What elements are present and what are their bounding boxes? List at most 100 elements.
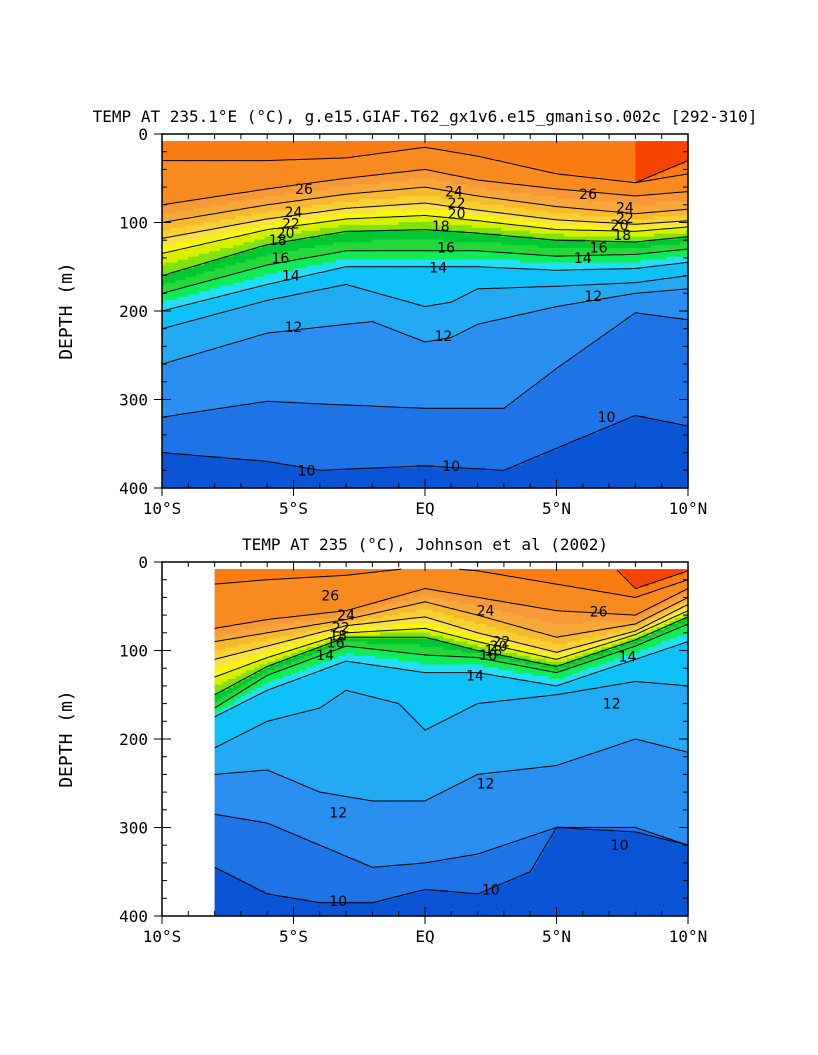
fill-cell [162,404,166,408]
fill-cell [188,239,192,243]
fill-cell [196,196,200,200]
fill-cell [188,389,192,394]
fill-cell [183,242,187,246]
fill-cell [169,222,174,226]
fill-cell [167,323,171,327]
fill-cell [162,447,166,452]
fill-cell [169,248,174,252]
fill-cell [180,265,184,269]
fill-cell [162,421,166,425]
fill-cell [185,479,189,483]
fill-cell [185,184,189,188]
fill-cell [167,372,171,376]
fill-cell [188,433,192,437]
fill-cell [172,464,176,469]
fill-cell [177,441,182,446]
fill-cell [193,187,197,191]
fill-cell [188,169,192,174]
fill-cell [175,479,179,483]
fill-cell [185,329,189,333]
fill-cell [175,340,179,345]
fill-cell [175,190,179,194]
fill-cell [180,435,184,440]
fill-cell [169,360,174,365]
fill-cell [167,187,171,191]
fill-cell [177,300,182,304]
fill-cell [188,392,192,397]
fill-cell [175,314,179,319]
fill-cell [188,311,192,316]
fill-cell [172,355,176,359]
fill-cell [193,323,197,327]
fill-cell [188,331,192,336]
fill-cell [169,441,174,446]
fill-cell [164,372,168,376]
fill-cell [196,242,200,246]
fill-cell [164,201,168,206]
fill-cell [167,172,171,177]
fill-cell [169,164,174,168]
fill-cell [164,375,168,379]
fill-cell [175,346,179,350]
fill-cell [169,375,174,379]
fill-cell [180,216,184,220]
fill-cell [162,473,166,478]
fill-cell [190,311,195,316]
fill-cell [183,233,187,238]
fill-cell [180,259,184,264]
fill-cell [188,447,192,452]
fill-cell [185,433,189,437]
fill-cell [188,282,192,287]
fill-cell [196,141,200,145]
fill-cell [162,271,166,275]
fill-cell [169,224,174,229]
fill-cell [190,143,195,148]
fill-cell [188,409,192,414]
fill-cell [177,447,182,452]
fill-cell [162,230,166,235]
fill-cell [175,302,179,307]
fill-cell [177,331,182,336]
fill-cell [180,381,184,385]
fill-cell [183,178,187,183]
fill-cell [172,253,176,258]
fill-cell [180,366,184,371]
fill-cell [164,412,168,417]
fill-cell [180,271,184,275]
fill-cell [167,326,171,330]
fill-cell [190,224,195,229]
fill-cell [175,476,179,480]
fill-cell [177,196,182,200]
fill-cell [177,222,182,226]
fill-cell [162,297,166,301]
fill-cell [185,456,189,460]
fill-cell [196,262,200,266]
fill-cell [183,181,187,186]
fill-cell [190,149,195,154]
fill-cell [164,152,168,157]
fill-cell [167,346,171,350]
fill-cell [162,302,166,307]
fill-cell [172,236,176,240]
fill-cell [164,447,168,452]
fill-cell [162,355,166,359]
fill-cell [183,216,187,220]
fill-cell [190,363,195,368]
fill-cell [175,308,179,313]
fill-cell [177,357,182,362]
fill-cell [172,181,176,186]
fill-cell [190,187,195,191]
fill-cell [169,470,174,475]
fill-cell [196,250,200,255]
fill-cell [188,407,192,411]
fill-cell [185,279,189,284]
fill-cell [175,485,179,489]
fill-cell [188,193,192,197]
fill-cell [167,224,171,229]
fill-cell [193,329,197,333]
fill-cell [175,363,179,368]
fill-cell [167,245,171,249]
fill-cell [185,352,189,356]
fill-cell [167,482,171,486]
fill-cell [183,430,187,434]
